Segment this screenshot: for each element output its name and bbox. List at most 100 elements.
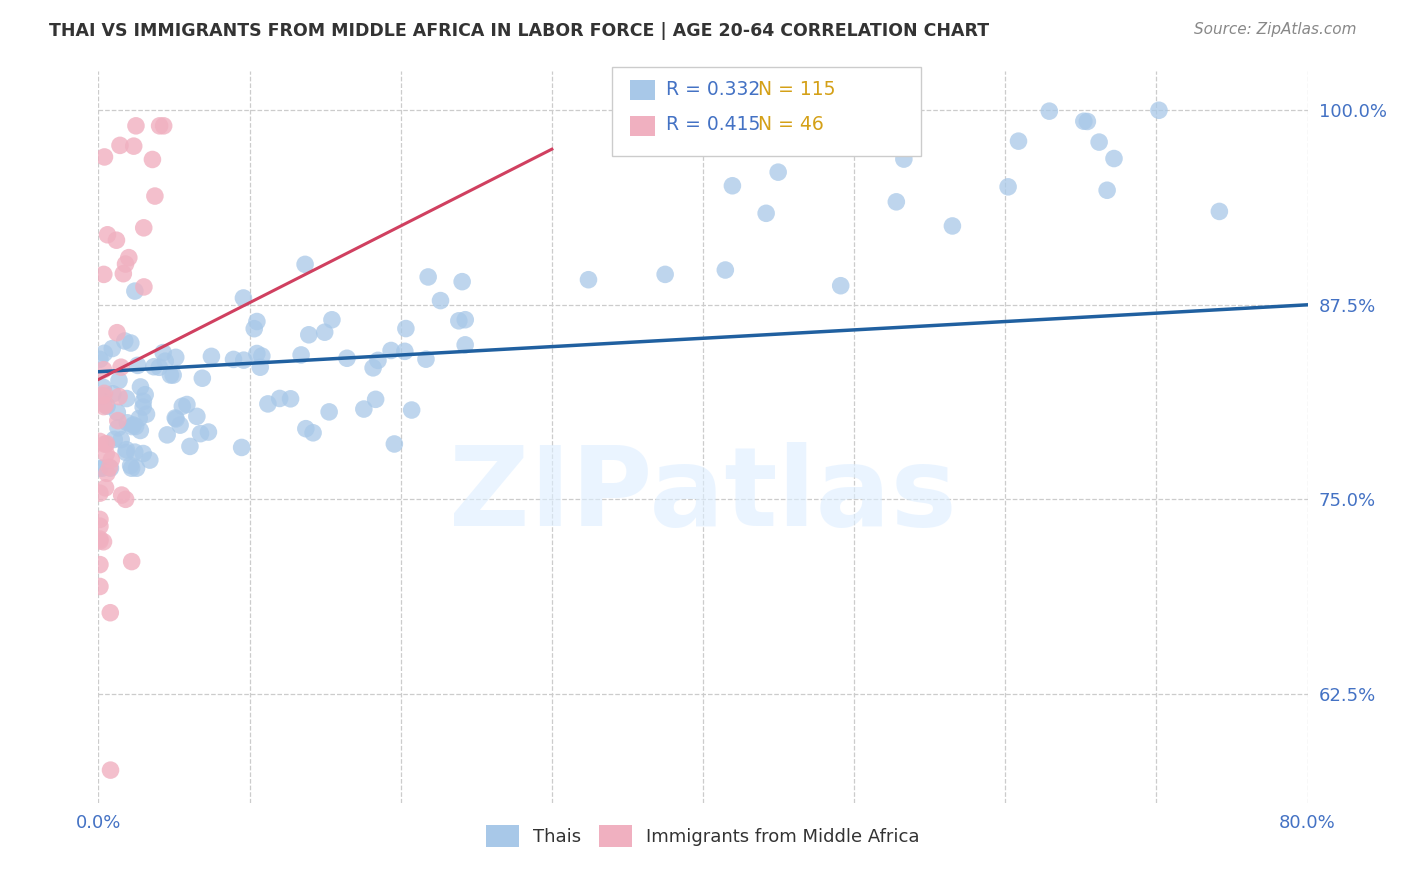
Point bbox=[125, 119, 148, 133]
Point bbox=[290, 348, 312, 362]
Point bbox=[1038, 104, 1060, 119]
Point bbox=[129, 380, 152, 394]
Point bbox=[222, 352, 245, 367]
Point bbox=[89, 579, 111, 593]
Point bbox=[89, 352, 111, 367]
Point bbox=[893, 152, 915, 166]
Point bbox=[380, 343, 402, 358]
Point bbox=[232, 353, 254, 368]
Point bbox=[132, 400, 155, 414]
Point bbox=[200, 350, 222, 364]
Point bbox=[1073, 114, 1095, 128]
Point bbox=[100, 763, 122, 777]
Point bbox=[121, 461, 143, 475]
Text: ZIPatlas: ZIPatlas bbox=[449, 442, 957, 549]
Point bbox=[108, 374, 131, 388]
Point bbox=[714, 263, 737, 277]
Point bbox=[128, 411, 150, 425]
Point bbox=[121, 555, 143, 569]
Point bbox=[110, 433, 132, 447]
Point bbox=[280, 392, 302, 406]
Point bbox=[132, 446, 155, 460]
Point bbox=[94, 398, 117, 412]
Point bbox=[112, 267, 135, 281]
Point bbox=[1007, 134, 1029, 148]
Point bbox=[302, 425, 325, 440]
Point bbox=[353, 402, 375, 417]
Point bbox=[1095, 183, 1118, 197]
Point bbox=[89, 558, 111, 572]
Point bbox=[120, 458, 142, 473]
Point bbox=[115, 392, 138, 406]
Point bbox=[105, 405, 128, 419]
Point bbox=[318, 405, 340, 419]
Point bbox=[91, 380, 114, 394]
Point bbox=[93, 534, 115, 549]
Point bbox=[115, 445, 138, 459]
Point bbox=[98, 460, 121, 475]
Point bbox=[105, 233, 128, 247]
Point bbox=[89, 533, 111, 548]
Point bbox=[190, 426, 212, 441]
Point bbox=[654, 268, 676, 282]
Point bbox=[117, 416, 139, 430]
Point bbox=[191, 371, 214, 385]
Point bbox=[886, 194, 908, 209]
Point bbox=[294, 257, 316, 271]
Point bbox=[143, 189, 166, 203]
Text: R = 0.332: R = 0.332 bbox=[666, 79, 761, 99]
Point bbox=[125, 461, 148, 475]
Point bbox=[96, 399, 118, 413]
Point bbox=[197, 425, 219, 439]
Point bbox=[96, 467, 118, 481]
Point bbox=[246, 346, 269, 360]
Point bbox=[314, 325, 336, 339]
Text: Source: ZipAtlas.com: Source: ZipAtlas.com bbox=[1194, 22, 1357, 37]
Point bbox=[110, 360, 132, 375]
Point bbox=[105, 326, 128, 340]
Point bbox=[132, 394, 155, 409]
Point bbox=[257, 397, 280, 411]
Point bbox=[1102, 152, 1125, 166]
Point bbox=[89, 486, 111, 500]
Point bbox=[91, 389, 114, 403]
Point bbox=[108, 138, 131, 153]
Point bbox=[336, 351, 359, 366]
Point bbox=[127, 359, 149, 373]
Point bbox=[149, 119, 172, 133]
Point bbox=[394, 344, 416, 359]
Point bbox=[93, 268, 115, 282]
Point bbox=[165, 412, 187, 426]
Point bbox=[1076, 114, 1098, 128]
Point bbox=[89, 461, 111, 475]
Point bbox=[179, 439, 201, 453]
Point bbox=[454, 338, 477, 352]
Text: R = 0.415: R = 0.415 bbox=[666, 115, 761, 135]
Point bbox=[156, 428, 179, 442]
Point bbox=[454, 312, 477, 326]
Point bbox=[152, 345, 174, 359]
Point bbox=[1208, 204, 1230, 219]
Point bbox=[401, 403, 423, 417]
Point bbox=[141, 153, 163, 167]
Point bbox=[295, 422, 318, 436]
Point bbox=[103, 433, 125, 447]
Point bbox=[152, 119, 174, 133]
Point bbox=[89, 532, 111, 546]
Point bbox=[321, 312, 343, 326]
Point bbox=[367, 353, 389, 368]
Point bbox=[165, 351, 187, 365]
Point bbox=[232, 291, 254, 305]
Point bbox=[114, 492, 136, 507]
Point bbox=[96, 437, 118, 451]
Legend: Thais, Immigrants from Middle Africa: Thais, Immigrants from Middle Africa bbox=[477, 816, 929, 856]
Point bbox=[120, 336, 142, 351]
Point bbox=[246, 314, 269, 328]
Point bbox=[250, 349, 273, 363]
Point bbox=[415, 352, 437, 367]
Point bbox=[429, 293, 451, 308]
Point bbox=[382, 437, 405, 451]
Point bbox=[298, 327, 321, 342]
Point bbox=[169, 418, 191, 433]
Point bbox=[100, 461, 122, 475]
